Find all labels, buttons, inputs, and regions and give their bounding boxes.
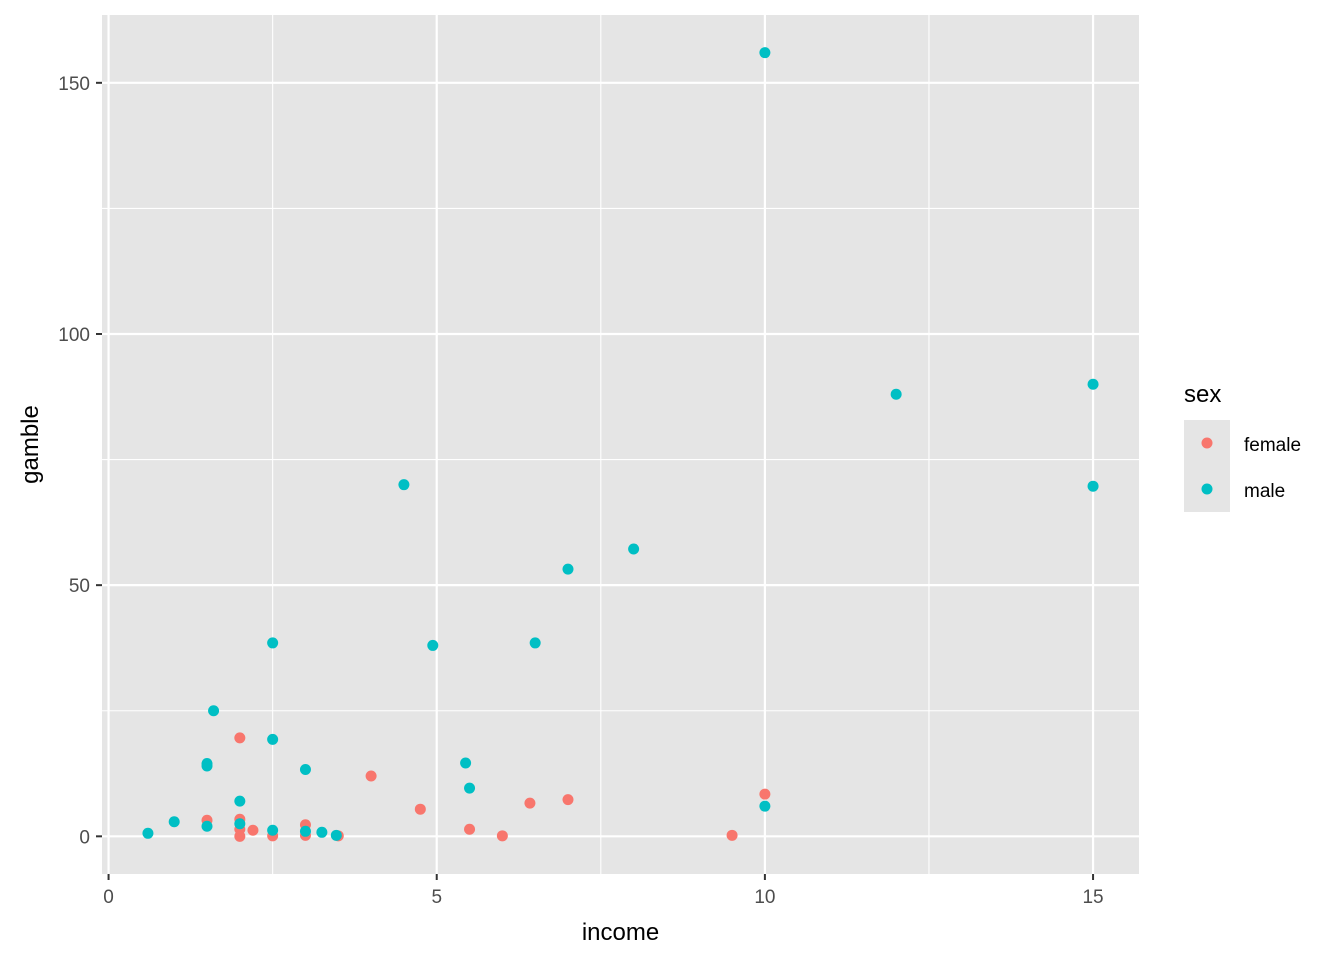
x-tick-label: 5: [431, 887, 442, 908]
point-male: [168, 816, 180, 828]
point-male: [208, 705, 220, 717]
x-tick-label: 10: [754, 887, 775, 908]
point-male: [201, 820, 213, 832]
y-axis-title: gamble: [17, 405, 44, 484]
point-male: [460, 757, 472, 769]
legend-dot-female: [1201, 437, 1213, 449]
point-female: [759, 788, 771, 800]
x-tick-label: 15: [1082, 887, 1103, 908]
legend-label-female: female: [1244, 435, 1301, 456]
point-male: [398, 479, 410, 491]
legend-title: sex: [1184, 381, 1221, 408]
point-male: [562, 563, 574, 575]
point-male: [628, 543, 640, 555]
legend-dot-male: [1201, 483, 1213, 495]
point-female: [562, 794, 574, 806]
point-male: [267, 637, 279, 649]
point-female: [524, 797, 536, 809]
y-tick-label: 0: [79, 827, 90, 848]
point-male: [1087, 378, 1099, 390]
minor-gridlines: [102, 15, 1139, 874]
point-male: [427, 639, 439, 651]
point-female: [234, 732, 246, 744]
data-points: [142, 47, 1099, 842]
point-female: [414, 803, 426, 815]
point-female: [365, 770, 377, 782]
x-axis: 0 5 10 15: [103, 874, 1104, 908]
x-tick-label: 0: [103, 887, 114, 908]
point-male: [759, 800, 771, 812]
point-male: [890, 388, 902, 400]
point-male: [299, 825, 311, 837]
point-female: [496, 830, 508, 842]
y-tick-label: 150: [58, 74, 90, 95]
point-male: [142, 827, 154, 839]
point-male: [330, 829, 342, 841]
point-female: [726, 829, 738, 841]
point-male: [234, 818, 246, 830]
point-male: [529, 637, 541, 649]
point-male: [299, 764, 311, 776]
legend-label-male: male: [1244, 481, 1285, 502]
point-male: [267, 733, 279, 745]
point-male: [1087, 480, 1099, 492]
point-female: [464, 823, 476, 835]
point-female: [247, 824, 259, 836]
point-male: [759, 47, 771, 59]
point-male: [201, 760, 213, 772]
y-axis: 0 50 100 150: [58, 74, 102, 848]
y-tick-label: 50: [69, 576, 90, 597]
point-male: [267, 824, 279, 836]
x-axis-title: income: [582, 919, 659, 946]
plot-panel: [102, 15, 1139, 874]
point-male: [464, 782, 476, 794]
point-male: [234, 795, 246, 807]
legend: sex female male: [1184, 381, 1301, 512]
point-male: [316, 826, 328, 838]
point-female: [234, 830, 246, 842]
y-tick-label: 100: [58, 325, 90, 346]
